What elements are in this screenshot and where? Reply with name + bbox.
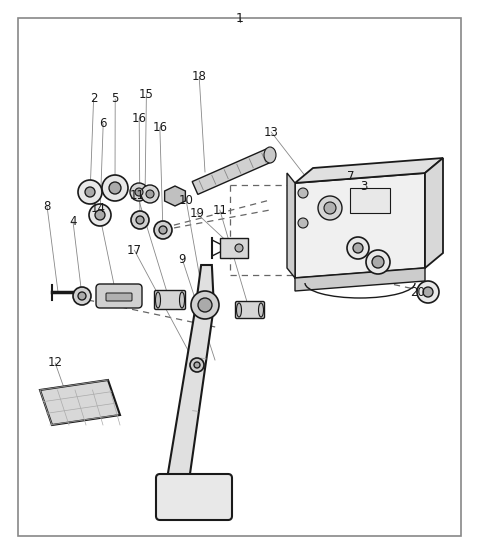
- Circle shape: [353, 243, 363, 253]
- Ellipse shape: [180, 292, 184, 308]
- Text: 10: 10: [179, 194, 193, 207]
- Circle shape: [141, 185, 159, 203]
- Ellipse shape: [237, 303, 241, 317]
- Circle shape: [235, 244, 243, 252]
- Circle shape: [78, 180, 102, 204]
- Polygon shape: [425, 158, 443, 268]
- FancyBboxPatch shape: [155, 290, 185, 310]
- Polygon shape: [40, 380, 120, 425]
- Text: 11: 11: [212, 204, 228, 217]
- Circle shape: [298, 218, 308, 228]
- Text: 7: 7: [347, 169, 354, 183]
- Circle shape: [73, 287, 91, 305]
- Text: 3: 3: [360, 180, 368, 194]
- Text: 2: 2: [90, 92, 97, 106]
- Text: 13: 13: [264, 125, 278, 139]
- Polygon shape: [287, 173, 295, 278]
- Circle shape: [159, 226, 167, 234]
- Circle shape: [194, 362, 200, 368]
- Text: 9: 9: [179, 253, 186, 266]
- Circle shape: [324, 202, 336, 214]
- FancyBboxPatch shape: [220, 238, 248, 258]
- Text: 5: 5: [111, 92, 119, 106]
- Text: 15: 15: [139, 88, 154, 101]
- Text: 19: 19: [189, 207, 204, 220]
- Circle shape: [190, 358, 204, 372]
- Polygon shape: [295, 158, 443, 183]
- Text: 17: 17: [127, 244, 142, 257]
- Circle shape: [366, 250, 390, 274]
- Circle shape: [130, 183, 148, 201]
- FancyBboxPatch shape: [236, 301, 264, 318]
- Polygon shape: [192, 148, 273, 194]
- Circle shape: [78, 292, 86, 300]
- Text: 20: 20: [410, 286, 425, 299]
- Circle shape: [102, 175, 128, 201]
- Circle shape: [423, 287, 433, 297]
- Circle shape: [131, 211, 149, 229]
- Bar: [350, 188, 390, 213]
- Polygon shape: [196, 265, 214, 306]
- Ellipse shape: [259, 303, 264, 317]
- Circle shape: [95, 210, 105, 220]
- Circle shape: [191, 291, 219, 319]
- Circle shape: [372, 256, 384, 268]
- Circle shape: [347, 237, 369, 259]
- Circle shape: [109, 182, 121, 194]
- Polygon shape: [167, 304, 214, 482]
- Text: 14: 14: [91, 202, 106, 216]
- Circle shape: [154, 221, 172, 239]
- Text: 8: 8: [43, 200, 51, 213]
- Text: 16: 16: [152, 121, 168, 134]
- Ellipse shape: [264, 147, 276, 163]
- Circle shape: [198, 298, 212, 312]
- Circle shape: [417, 281, 439, 303]
- Text: 1: 1: [236, 12, 244, 25]
- Polygon shape: [295, 268, 425, 291]
- Circle shape: [318, 196, 342, 220]
- Text: 12: 12: [48, 356, 63, 370]
- Text: 4: 4: [69, 214, 77, 228]
- Text: 6: 6: [99, 117, 107, 130]
- Circle shape: [89, 204, 111, 226]
- Circle shape: [298, 188, 308, 198]
- Circle shape: [85, 187, 95, 197]
- Ellipse shape: [156, 292, 160, 308]
- Text: 16: 16: [132, 112, 147, 125]
- Circle shape: [135, 188, 143, 196]
- Text: 11: 11: [130, 189, 145, 202]
- FancyBboxPatch shape: [156, 474, 232, 520]
- FancyBboxPatch shape: [96, 284, 142, 308]
- Circle shape: [136, 216, 144, 224]
- Circle shape: [146, 190, 154, 198]
- FancyBboxPatch shape: [106, 293, 132, 301]
- Polygon shape: [165, 186, 185, 206]
- Polygon shape: [295, 173, 425, 278]
- Text: 18: 18: [192, 70, 206, 84]
